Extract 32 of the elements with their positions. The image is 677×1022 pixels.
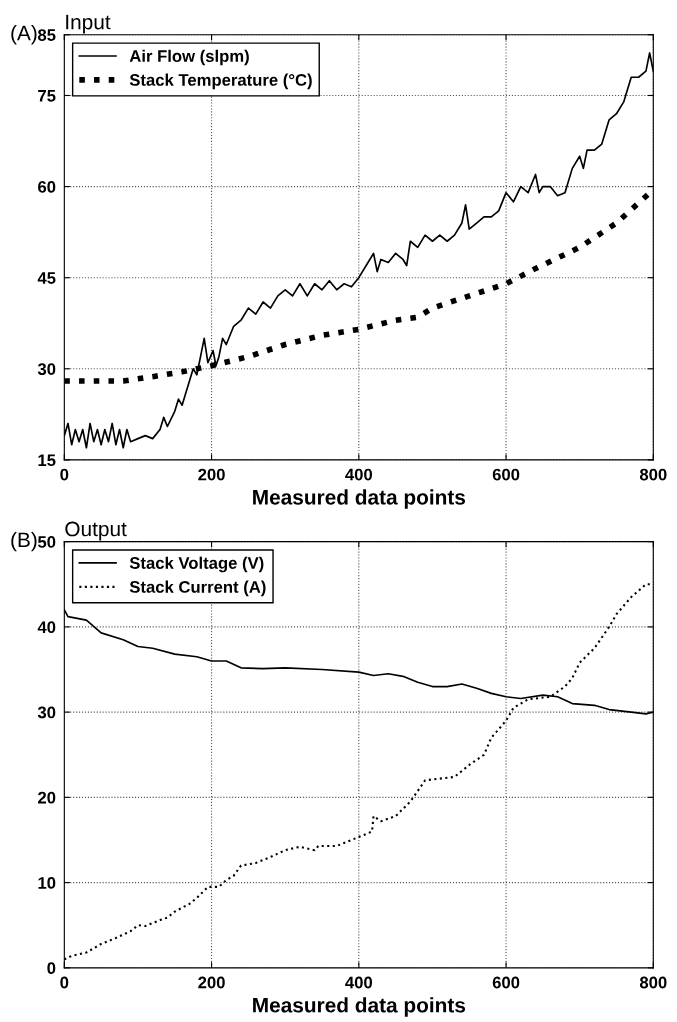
y-tick-label: 20 <box>38 791 56 804</box>
y-tick-label: 40 <box>37 621 56 634</box>
y-tick-label: 85 <box>37 29 56 41</box>
y-tick-label: 30 <box>37 706 56 719</box>
chart-title: Input <box>66 14 111 34</box>
x-tick-label: 200 <box>198 976 225 989</box>
chart-title: Output <box>65 521 127 541</box>
legend-label: Air Flow (slpm) <box>129 49 249 66</box>
legend-label: Stack Current (A) <box>129 580 266 597</box>
x-tick-label: 400 <box>345 976 373 989</box>
text: (A) <box>11 25 37 45</box>
x-tick-label: 0 <box>60 468 69 481</box>
legend-label: Stack Voltage (V) <box>129 556 264 573</box>
text: (B) <box>11 531 37 552</box>
y-tick-label: 15 <box>38 454 56 467</box>
x-tick-label: 0 <box>60 976 69 989</box>
y-tick-label: 30 <box>37 363 56 376</box>
x-tick-label: 600 <box>492 468 520 481</box>
y-tick-label: 45 <box>37 272 56 284</box>
x-tick-label: 400 <box>345 468 373 481</box>
x-tick-label: 800 <box>639 976 667 989</box>
x-axis-title: Measured data points <box>253 997 466 1017</box>
y-tick-label: 10 <box>38 877 56 889</box>
y-tick-label: 50 <box>37 536 56 548</box>
x-axis-title: Measured data points <box>253 489 466 509</box>
y-tick-label: 60 <box>38 180 56 193</box>
y-tick-label: 0 <box>47 962 56 975</box>
x-tick-label: 600 <box>492 976 520 989</box>
legend-label: Stack Temperature (°C) <box>129 73 312 90</box>
y-tick-label: 75 <box>38 90 56 102</box>
x-tick-label: 800 <box>639 468 667 481</box>
x-tick-label: 200 <box>198 468 225 481</box>
